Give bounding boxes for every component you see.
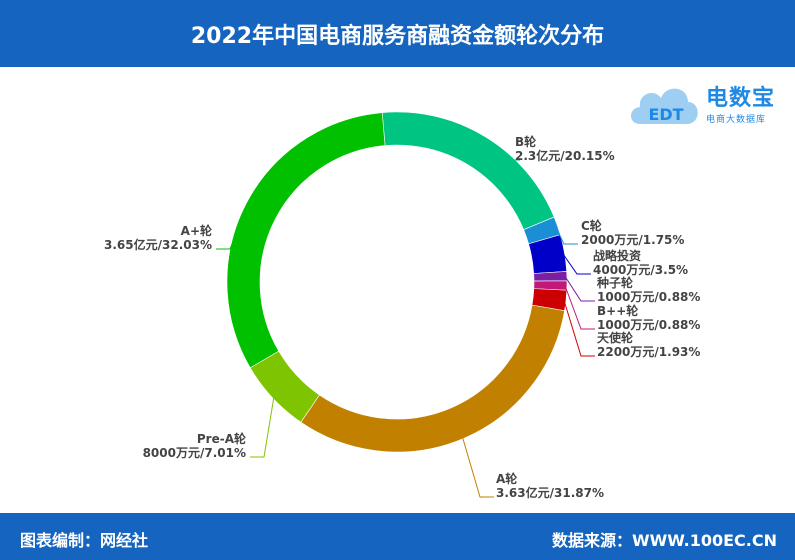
leader-line-1 [555,226,578,245]
slice-value-label-4: 1000万元/0.88% [597,318,700,332]
donut-slice-a-6 [300,304,565,453]
logo-name: 电数宝 [706,86,776,111]
slice-value-label-8: 3.65亿元/32.03% [104,237,212,252]
slice-value-label-6: 3.63亿元/31.87% [496,485,604,500]
donut-slice-a-8 [226,112,386,369]
slice-value-label-0: 2.3亿元/20.15% [515,148,615,163]
cloud-icon: EDT [631,88,698,124]
leader-line-2 [562,252,591,275]
slice-value-label-7: 8000万元/7.01% [143,446,246,460]
leader-lines-group [216,138,595,498]
slice-name-label-5: 天使轮 [597,330,634,345]
footer-source: 数据来源：WWW.100EC.CN [551,531,777,550]
donut-slice-b-0 [381,111,555,231]
slice-value-label-1: 2000万元/1.75% [581,233,684,247]
slices-group [226,111,568,453]
chart-header: 2022年中国电商服务商融资金额轮次分布 [0,0,795,67]
logo-subtitle: 电商大数据库 [706,115,767,125]
slice-name-label-2: 战略投资 [593,248,641,263]
slice-name-label-6: A轮 [496,471,518,486]
slice-value-label-3: 1000万元/0.88% [597,290,700,304]
donut-slice-slice-3-3 [533,271,568,282]
slice-name-label-0: B轮 [515,134,537,149]
leader-line-0 [483,138,520,161]
chart-footer: 图表编制：网经社 数据来源：WWW.100EC.CN [0,513,795,560]
slice-value-label-5: 2200万元/1.93% [597,345,700,359]
donut-chart: B轮2.3亿元/20.15% C轮2000万元/1.75%战略投资4000万元/3… [104,111,700,500]
slice-name-label-7: Pre-A轮 [197,431,247,446]
slice-name-label-8: A+轮 [181,223,213,238]
leader-line-5 [563,300,595,357]
chart-title: 2022年中国电商服务商融资金额轮次分布 [190,23,605,49]
slice-name-label-3: 种子轮 [596,275,634,290]
logo-mark: EDT [648,105,683,124]
leader-line-3 [564,275,595,302]
leader-line-6 [461,436,494,498]
leader-line-4 [564,285,595,330]
footer-compiler: 图表编制：网经社 [20,531,149,550]
slice-value-label-2: 4000万元/3.5% [593,263,688,277]
leader-line-7 [250,396,275,458]
edt-logo: EDT 电数宝 电商大数据库 [626,74,791,134]
labels-group: B轮2.3亿元/20.15% C轮2000万元/1.75%战略投资4000万元/3… [104,134,700,500]
leader-line-8 [216,204,249,250]
slice-name-label-4: B++轮 [597,303,639,318]
slice-name-label-1: C轮 [581,218,603,233]
